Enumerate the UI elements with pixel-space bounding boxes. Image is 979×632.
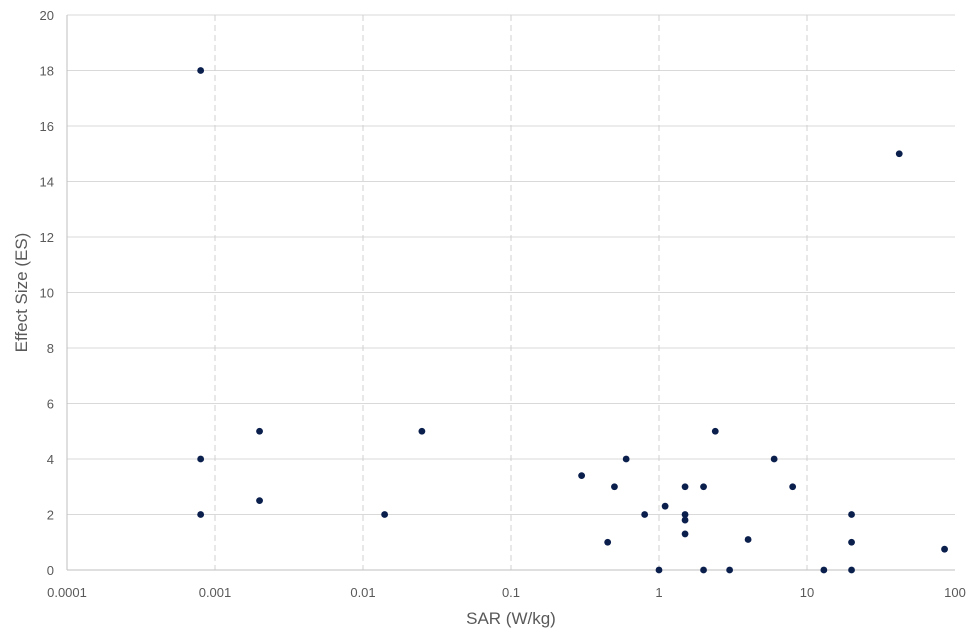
y-tick-label: 6 [47,397,54,412]
data-point [895,150,903,158]
x-tick-label: 0.01 [350,585,375,600]
data-point [789,483,797,491]
data-point [820,566,828,574]
data-point [197,67,205,74]
y-tick-label: 20 [40,8,54,23]
data-point [700,483,707,491]
y-tick-label: 18 [40,64,54,79]
data-point [641,511,649,518]
data-point [681,483,689,491]
data-point [848,566,855,574]
y-tick-label: 8 [47,341,54,356]
grid [67,14,955,570]
data-point [661,502,669,510]
data-point [611,483,618,491]
x-axis-title: SAR (W/kg) [466,609,556,628]
data-point [681,516,689,524]
data-point [418,427,426,435]
y-tick-label: 14 [40,175,54,190]
y-tick-labels: 0 2 4 6 8 10 12 14 16 18 20 [40,8,54,578]
data-point [941,545,948,553]
data-point [770,455,778,463]
x-tick-label: 0.1 [502,585,520,600]
axes [66,15,955,571]
data-point [744,536,752,543]
data-point [622,455,630,463]
data-point [256,427,263,435]
data-points [197,67,948,574]
data-point [681,511,689,518]
data-point [655,566,663,574]
data-point [700,566,707,574]
data-point [197,455,205,463]
y-tick-label: 2 [47,508,54,523]
x-tick-label: 0.001 [199,585,232,600]
y-axis-title: Effect Size (ES) [12,233,31,353]
y-tick-label: 0 [47,563,54,578]
data-point [711,427,719,435]
x-tick-label: 10 [800,585,814,600]
x-tick-label: 100 [944,585,966,600]
data-point [848,538,855,546]
x-tick-label: 1 [655,585,662,600]
data-point [256,497,263,505]
x-tick-labels: 0.0001 0.001 0.01 0.1 1 10 100 [47,585,966,600]
data-point [726,566,734,574]
data-point [578,472,586,480]
y-tick-label: 10 [40,286,54,301]
x-tick-label: 0.0001 [47,585,87,600]
data-point [681,530,689,538]
data-point [848,511,855,518]
data-point [381,511,389,518]
y-tick-label: 12 [40,230,54,245]
data-point [604,538,612,546]
data-point [197,511,205,518]
y-tick-label: 16 [40,119,54,134]
y-tick-label: 4 [47,452,54,467]
